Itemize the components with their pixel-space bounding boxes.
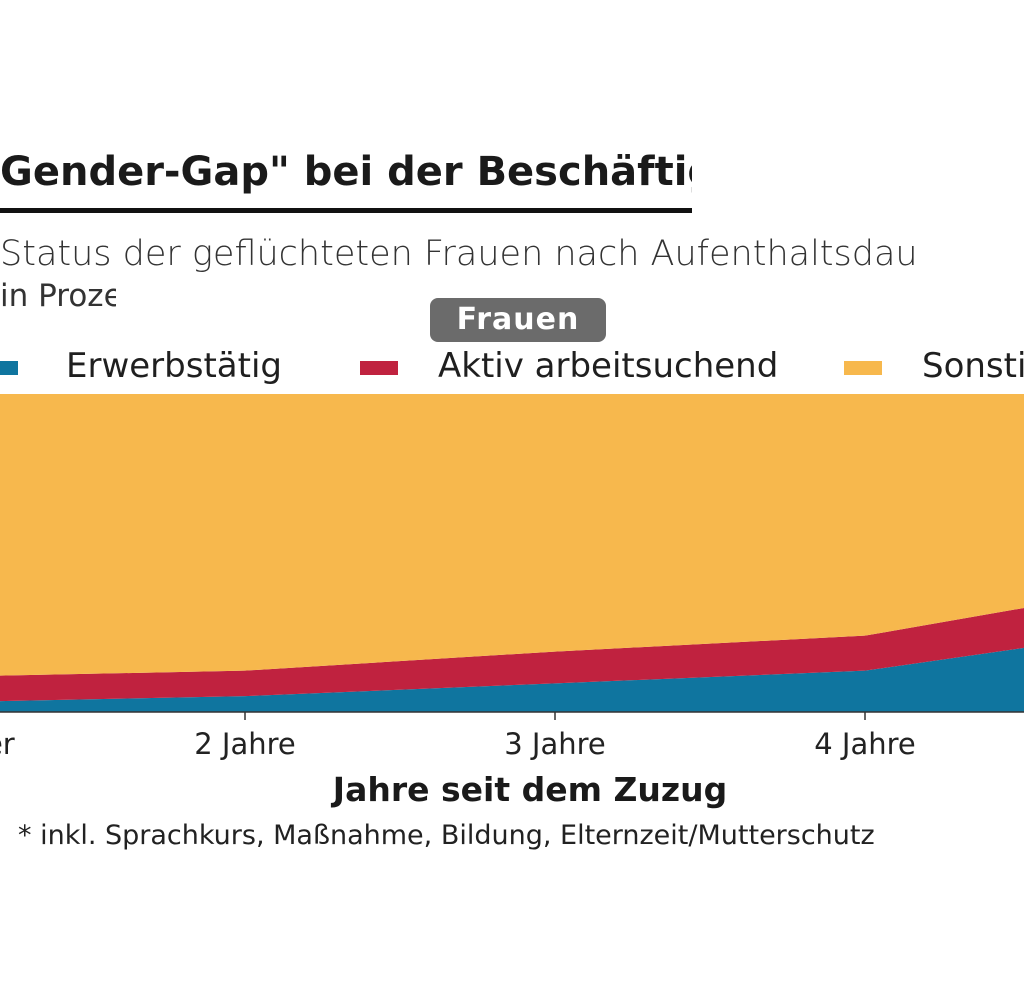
x-axis-title: Jahre seit dem Zuzug [332, 770, 728, 809]
x-tick-label-0: 1 Jahr oderweniger [0, 727, 15, 797]
area-series-0 [0, 647, 1024, 712]
legend-label-employed: Erwerbstätig [66, 346, 282, 386]
legend-swatch-seeking [360, 361, 398, 375]
chart-subtitle: Status der geflüchteten Frauen nach Aufe… [0, 234, 920, 274]
footnote: * inkl. Sprachkurs, Maßnahme, Bildung, E… [18, 820, 875, 851]
area-series-1 [0, 607, 1024, 702]
legend-swatch-employed [0, 361, 18, 375]
legend-item-employed: Erwerbstätig [0, 344, 310, 386]
title-underline [0, 208, 692, 213]
x-tick-label-2: 3 Jahre [504, 727, 606, 761]
chart-title: Gender-Gap" bei der Beschäftigung [0, 149, 692, 195]
x-tick-label-1: 2 Jahre [194, 727, 296, 761]
legend-item-seeking: Aktiv arbeitsuchend [360, 344, 790, 386]
legend-item-other: Sonstiges* [844, 344, 1024, 384]
legend-label-other: Sonstiges* [922, 346, 1024, 384]
legend-swatch-other [844, 361, 882, 375]
panel-badge: Frauen [430, 298, 606, 342]
area-series-2 [0, 394, 1024, 676]
legend-label-seeking: Aktiv arbeitsuchend [438, 346, 779, 386]
x-tick-label-3: 4 Jahre [814, 727, 916, 761]
unit-label: in Prozent [0, 278, 116, 314]
